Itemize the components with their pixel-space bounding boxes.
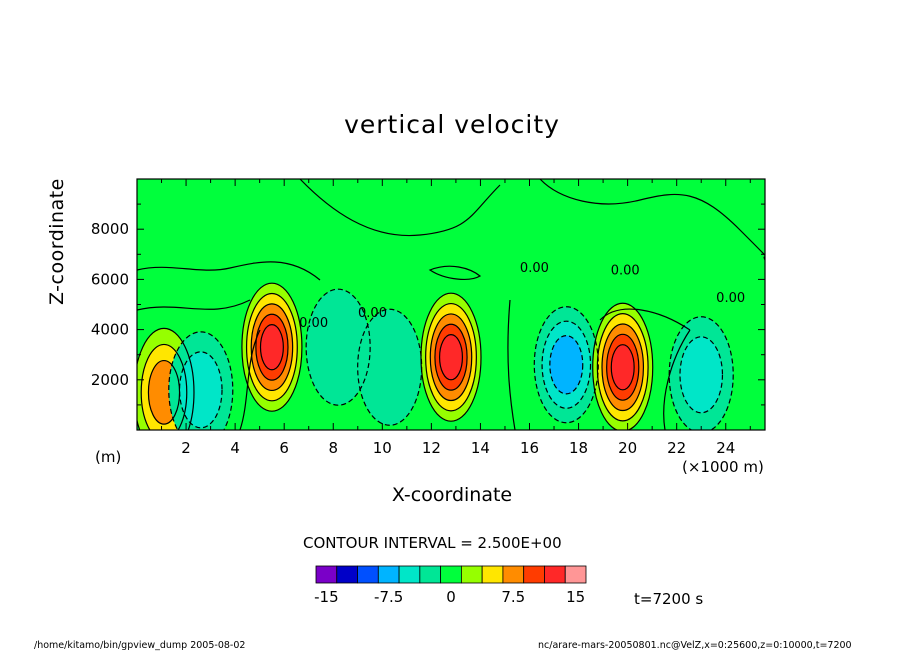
colorbar: -15 -7.5 0 7.5 15 [314, 565, 587, 606]
contour-band [549, 335, 583, 394]
contour-line [541, 320, 592, 409]
velocity-cell-negative [669, 316, 734, 430]
contour-band [357, 309, 422, 426]
y-tick-label: 8000 [91, 220, 129, 238]
contour-line [549, 335, 584, 395]
colorbar-label: -15 [314, 588, 339, 606]
time-label: t=7200 s [634, 590, 704, 608]
contour-line [610, 344, 635, 391]
velocity-field [137, 283, 734, 430]
contour-line [596, 313, 649, 422]
velocity-cell-negative [357, 309, 422, 426]
contour-line [168, 331, 234, 430]
zero-contour-line [663, 329, 691, 430]
colorbar-swatch [502, 565, 525, 584]
contour-band [679, 336, 723, 413]
x-tick-label: 14 [471, 439, 490, 457]
contour-interval-label: CONTOUR INTERVAL = 2.500E+00 [303, 534, 562, 552]
zero-contour-line [137, 261, 321, 281]
colorbar-swatch [440, 565, 462, 584]
colorbar-label: 15 [566, 588, 585, 606]
zero-contour-line [599, 308, 691, 331]
zero-contour-line [299, 179, 501, 237]
contour-line [140, 343, 188, 430]
contour-line [250, 303, 294, 392]
x-axis-label: X-coordinate [391, 484, 513, 506]
x-axis-unit: (×1000 m) [682, 458, 764, 476]
y-axis-unit: (m) [95, 448, 122, 466]
footer-right: nc/arare-mars-20050801.nc@VelZ,x=0:25600… [538, 640, 852, 651]
contour-label: 0.00 [611, 263, 640, 278]
contour-line [601, 323, 645, 412]
colorbar-label: 7.5 [501, 588, 525, 606]
colorbar-swatch [377, 565, 400, 584]
velocity-cell-negative [534, 306, 599, 423]
contour-line [679, 336, 724, 414]
contour-band [611, 344, 635, 390]
contour-line [420, 292, 482, 422]
x-tick-label: 4 [230, 439, 240, 457]
x-tick-label: 2 [181, 439, 191, 457]
contour-label: 0.00 [520, 261, 549, 276]
y-tick-label: 6000 [91, 270, 129, 288]
zero-contour-line [539, 179, 765, 261]
colorbar-swatch [523, 565, 545, 584]
zero-contour-line [428, 265, 482, 280]
x-tick-label: 8 [328, 439, 338, 457]
zero-contour-line [507, 299, 516, 430]
contour-band [439, 334, 463, 380]
contour-label: 0.00 [358, 306, 387, 321]
contour-line [592, 302, 654, 430]
x-tick-label: 10 [373, 439, 392, 457]
y-tick-label: 2000 [91, 371, 129, 389]
contour-line [438, 334, 464, 381]
contour-band [306, 289, 371, 406]
contour-line [305, 288, 371, 406]
x-tick-label: 18 [569, 439, 588, 457]
contour-line [178, 351, 223, 429]
colorbar-swatch [315, 565, 338, 584]
colorbar-label: 0 [446, 588, 456, 606]
colorbar-swatch [419, 565, 442, 584]
contour-line [425, 302, 477, 412]
contour-band [179, 351, 223, 428]
contour-line [429, 313, 473, 402]
contour-line [137, 327, 195, 430]
velocity-cell-negative [168, 331, 233, 430]
footer-left: /home/kitamo/bin/gpview_dump 2005-08-02 [34, 640, 246, 651]
contour-line [606, 333, 640, 401]
x-tick-label: 24 [716, 439, 735, 457]
velocity-cell-negative [306, 289, 371, 406]
x-tick-label: 20 [618, 439, 637, 457]
colorbar-swatch [544, 565, 566, 584]
contour-line [241, 282, 303, 412]
colorbar-swatch [481, 565, 504, 584]
contour-band [260, 324, 284, 370]
colorbar-swatch [460, 565, 483, 584]
chart-title: vertical velocity [344, 110, 560, 139]
x-tick-label: 6 [279, 439, 289, 457]
x-tick-label: 22 [667, 439, 686, 457]
contour-line [259, 323, 284, 371]
contour-line [434, 323, 468, 391]
x-tick-label: 16 [520, 439, 539, 457]
colorbar-swatch [336, 565, 358, 584]
zero-contour-line [137, 299, 251, 311]
contour-lines: 0.00 0.00 0.00 0.00 0.00 [137, 179, 765, 430]
contour-label: 0.00 [299, 316, 328, 331]
colorbar-swatch [398, 565, 421, 584]
zero-contour-line [239, 329, 261, 430]
colorbar-swatch [357, 565, 379, 584]
x-tick-label: 12 [422, 439, 441, 457]
contour-line [533, 306, 599, 424]
colorbar-swatch [564, 565, 587, 584]
contour-label: 0.00 [716, 291, 745, 306]
y-tick-label: 4000 [91, 321, 129, 339]
contour-line [255, 313, 289, 381]
colorbar-label: -7.5 [374, 588, 403, 606]
contour-line [245, 292, 298, 402]
